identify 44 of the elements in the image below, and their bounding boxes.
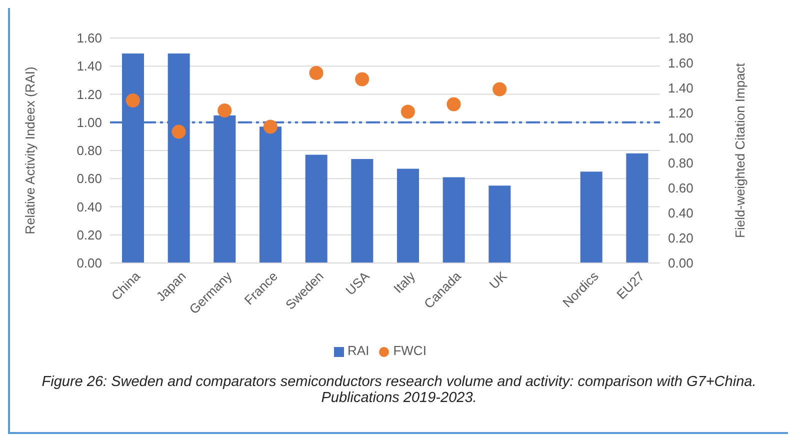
point [355, 72, 370, 86]
point [446, 97, 461, 112]
point [218, 104, 232, 118]
bar [580, 172, 602, 263]
bar [397, 168, 419, 263]
point [126, 94, 140, 108]
y-tick-label: 1.20 [76, 86, 102, 102]
y2-tick-label: 0.80 [668, 156, 694, 171]
y2-tick-label: 0.40 [668, 206, 694, 221]
bar [305, 154, 328, 263]
bar [351, 158, 374, 263]
x-tick-label: UK [486, 268, 510, 292]
y-tick-label: 1.40 [76, 58, 102, 74]
y2-tick-label: 0.60 [668, 180, 694, 196]
y2-tick-label: 1.60 [668, 56, 694, 71]
y2-tick-label: 1.20 [668, 106, 694, 121]
y-tick-label: 0.80 [76, 143, 102, 158]
bar [488, 186, 511, 263]
point [492, 82, 507, 96]
y-tick-label: 1.00 [76, 114, 102, 130]
legend-label: RAI [348, 343, 370, 358]
point [400, 104, 415, 119]
point [309, 66, 324, 80]
y-tick-label: 0.40 [76, 199, 102, 214]
y-tick-label: 0.60 [76, 171, 102, 186]
x-tick-label: USA [342, 268, 372, 298]
point [172, 124, 186, 139]
point [263, 120, 278, 134]
y-tick-label: 0.20 [76, 227, 102, 242]
y-axis-title: Relative Activity Indeex (RAI) [22, 66, 38, 234]
y2-tick-label: 0.00 [668, 256, 694, 271]
y2-tick-label: 1.40 [668, 80, 694, 96]
y-tick-label: 1.60 [76, 30, 102, 46]
y-tick-label: 0.00 [76, 256, 102, 271]
y2-axis-title: Field-weighted Citation Impact [732, 62, 748, 238]
legend-label: FWCI [393, 343, 426, 358]
bar [626, 153, 648, 263]
caption: Figure 26: Sweden and comparators semiconductors research volume and activity: comparison with G7+China. Publications 2019-2023. [40, 373, 758, 408]
y2-tick-label: 1.00 [668, 130, 694, 146]
y2-tick-label: 0.20 [668, 230, 694, 246]
bar [442, 177, 465, 263]
y2-tick-label: 1.80 [668, 30, 694, 46]
bar [260, 126, 282, 263]
x-tick-label: Italy [390, 268, 418, 296]
